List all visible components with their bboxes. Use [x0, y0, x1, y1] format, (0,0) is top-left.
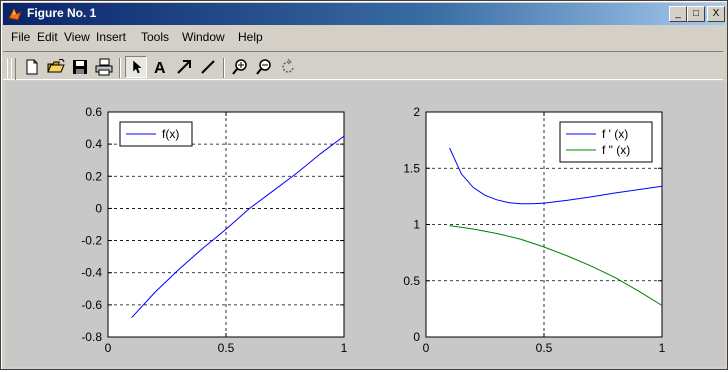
- figure-canvas: 0.6 0.4 0.2 0 -0.2 -0.4 -0.6 -0.8 0 0.5 1 f(x) 2 1.5 1…: [5, 81, 725, 367]
- legend-box: [559, 121, 653, 163]
- series-line-2: [449, 225, 663, 306]
- rotate-icon[interactable]: [277, 56, 299, 78]
- toolbar: A: [3, 51, 723, 80]
- y-tick-label: 0.4: [85, 137, 102, 151]
- y-tick-label: -0.4: [81, 266, 102, 280]
- save-disk-icon[interactable]: [69, 56, 91, 78]
- new-file-icon[interactable]: [21, 56, 43, 78]
- y-tick-label: 0: [95, 201, 102, 215]
- y-tick-label: 1: [413, 218, 420, 232]
- menu-view[interactable]: View: [64, 30, 90, 44]
- x-tick-label: 0: [105, 341, 112, 355]
- toolbar-separator: [223, 58, 225, 78]
- menu-file[interactable]: File: [11, 30, 31, 44]
- toolbar-grip-2: [11, 58, 16, 80]
- close-button[interactable]: X: [707, 6, 725, 22]
- title-bar[interactable]: Figure No. 1 _ □ X: [3, 3, 725, 25]
- pointer-arrow-icon[interactable]: [125, 56, 147, 78]
- plot-area: 0.60.40.20-0.2-0.4-0.6-0.80 0.5 1f(x)21.51…: [81, 105, 666, 355]
- legend-label: f ' (x): [602, 127, 628, 141]
- arrow-icon[interactable]: [173, 56, 195, 78]
- x-tick-label: 1: [341, 341, 348, 355]
- y-tick-label: -0.6: [81, 298, 102, 312]
- y-tick-label: 2: [413, 105, 420, 119]
- minimize-button[interactable]: _: [669, 6, 687, 22]
- menu-tools[interactable]: Tools: [141, 30, 170, 44]
- legend-label: f(x): [162, 127, 179, 141]
- x-tick-label: 1: [659, 341, 666, 355]
- menu-window[interactable]: Window: [182, 30, 225, 44]
- legend-label: f " (x): [602, 143, 630, 157]
- y-tick-label: 0.6: [85, 105, 102, 119]
- text-A-icon[interactable]: A: [149, 56, 171, 78]
- y-tick-label: 0.5: [403, 274, 420, 288]
- toolbar-separator: [119, 58, 121, 78]
- window-title: Figure No. 1: [27, 6, 97, 20]
- print-icon[interactable]: [93, 56, 115, 78]
- y-tick-label: 0: [413, 330, 420, 344]
- series-line-1: [131, 135, 345, 319]
- zoom-out-icon[interactable]: [253, 56, 275, 78]
- menu-insert[interactable]: Insert: [96, 30, 127, 44]
- x-tick-label: 0: [423, 341, 430, 355]
- open-folder-icon[interactable]: [45, 56, 67, 78]
- x-tick-label: 0.5: [218, 341, 235, 355]
- series-line-1: [449, 147, 663, 205]
- y-tick-label: -0.2: [81, 234, 102, 248]
- y-tick-label: 1.5: [403, 161, 420, 175]
- matlab-logo-icon: [8, 7, 22, 21]
- maximize-button[interactable]: □: [687, 6, 705, 22]
- y-tick-label: 0.2: [85, 169, 102, 183]
- svg-text:A: A: [154, 60, 166, 77]
- menu-bar: File Edit View Insert Tools Window Help: [3, 27, 723, 47]
- line-icon[interactable]: [197, 56, 219, 78]
- menu-help[interactable]: Help: [238, 30, 263, 44]
- y-tick-label: -0.8: [81, 330, 102, 344]
- zoom-in-icon[interactable]: [229, 56, 251, 78]
- x-tick-label: 0.5: [536, 341, 553, 355]
- menu-edit[interactable]: Edit: [37, 30, 58, 44]
